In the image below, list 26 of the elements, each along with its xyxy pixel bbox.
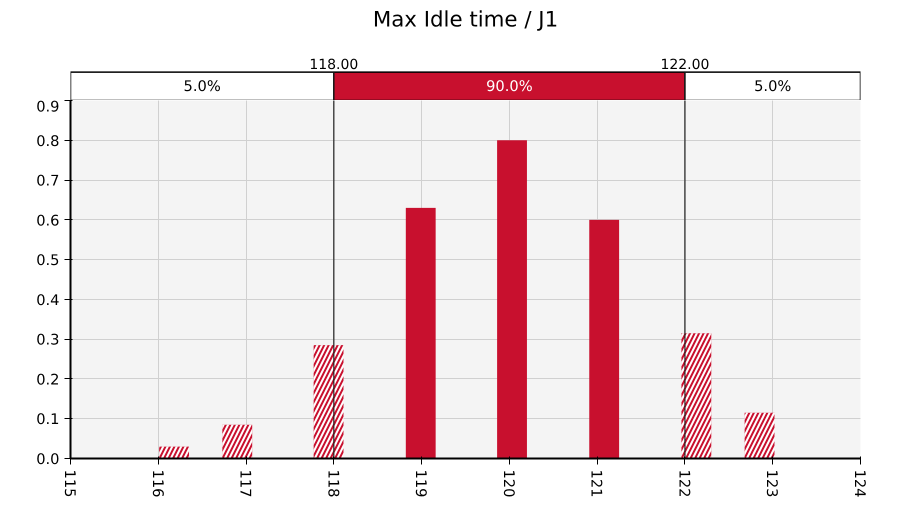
ref-line-label: 122.00 <box>660 57 710 73</box>
y-tick-label: 0.2 <box>36 371 60 388</box>
y-tick-label: 0.1 <box>36 411 60 428</box>
x-tick-label: 115 <box>61 470 78 498</box>
x-tick-label: 120 <box>500 470 517 498</box>
y-tick-label: 0.7 <box>36 172 60 190</box>
x-tick-label: 121 <box>588 470 605 498</box>
y-tick-label: 0.5 <box>36 252 60 270</box>
y-tick-label: 0.6 <box>36 212 60 230</box>
x-tick-label: 119 <box>412 470 430 498</box>
y-tick-label: 0.3 <box>36 332 60 349</box>
text: 5.0% <box>754 78 792 96</box>
y-tick-label: 0.4 <box>36 292 60 309</box>
x-tick-label: 123 <box>763 470 780 498</box>
x-tick-label: 122 <box>675 470 692 498</box>
x-tick-label: 117 <box>236 470 254 498</box>
y-tick-label: 0.9 <box>36 98 60 116</box>
chart-title: Max Idle time / J1 <box>372 8 558 32</box>
text: 90.0% <box>486 78 533 96</box>
x-tick-label: 124 <box>851 470 868 498</box>
text: 5.0% <box>184 78 221 96</box>
x-tick-label: 116 <box>148 470 166 498</box>
ref-line-label: 118.00 <box>309 57 358 73</box>
x-tick-label: 118 <box>324 470 342 498</box>
y-tick-label: 0.8 <box>36 132 60 150</box>
y-tick-label: 0.0 <box>36 451 60 468</box>
